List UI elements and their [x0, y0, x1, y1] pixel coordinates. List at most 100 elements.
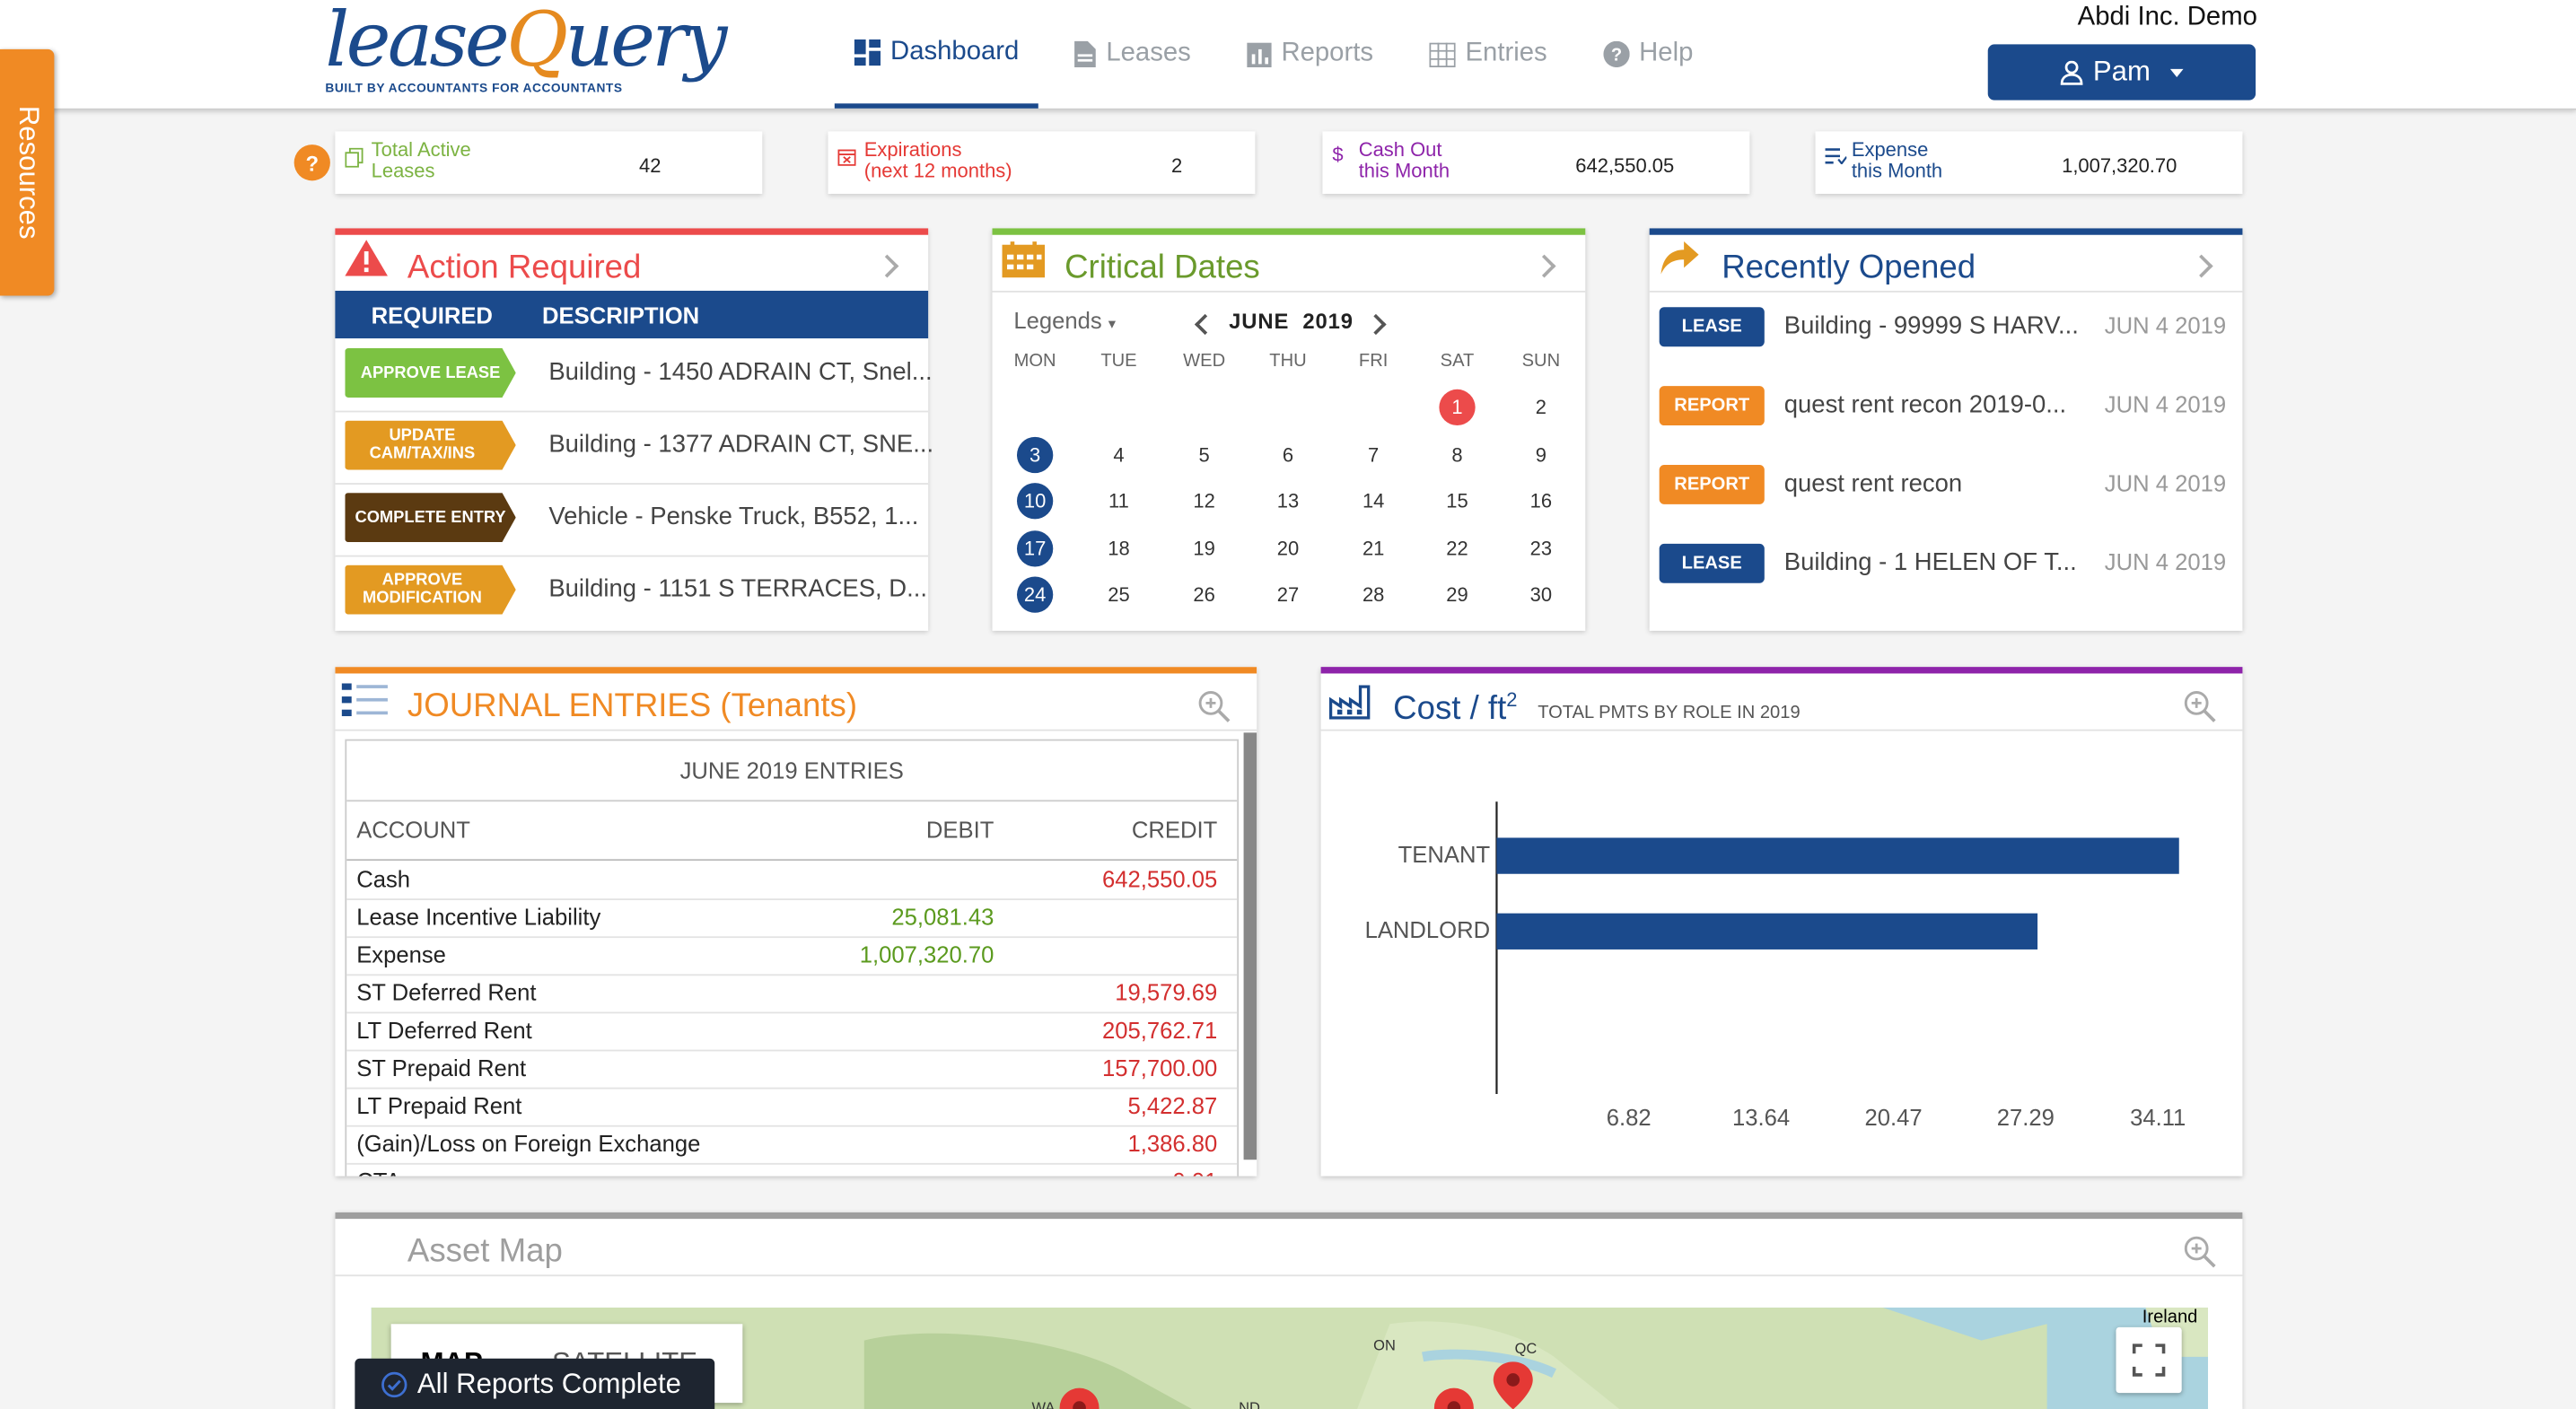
calendar-day[interactable]: 26 [1193, 583, 1215, 608]
nav-entries-label: Entries [1465, 39, 1547, 68]
calendar-day[interactable]: 3 [1016, 436, 1054, 473]
calendar-day[interactable]: 21 [1362, 537, 1385, 560]
chevron-right-icon[interactable] [1532, 254, 1556, 278]
list-filter-icon [1825, 148, 1847, 165]
map-marker-icon[interactable] [1433, 1387, 1476, 1409]
logo-wordmark: leaseQuery [325, 0, 727, 84]
calendar-day[interactable]: 10 [1016, 483, 1054, 520]
stat-expense[interactable]: Expense this Month 1,007,320.70 [1815, 131, 2243, 194]
weekday-label: SAT [1440, 351, 1475, 372]
panel-header[interactable]: Recently Opened [1649, 235, 2243, 293]
nav-entries[interactable]: Entries [1409, 0, 1566, 109]
resources-tab[interactable]: Resources [0, 48, 55, 296]
calendar-day[interactable]: 7 [1368, 442, 1380, 467]
calendar-day[interactable]: 19 [1193, 537, 1215, 560]
recent-description: quest rent recon [1783, 469, 1963, 498]
action-row[interactable]: APPROVE MODIFICATION Building - 1151 S T… [335, 556, 928, 628]
weekday-label: SUN [1521, 351, 1561, 372]
account-cell: LT Prepaid Rent [356, 1092, 522, 1119]
reports-complete-toast[interactable]: All Reports Complete [355, 1358, 715, 1409]
account-cell: CTA [356, 1168, 400, 1176]
nav-help-label: Help [1639, 39, 1694, 68]
recent-date: JUN 4 2019 [2104, 390, 2227, 417]
panel-accent-bar [1320, 667, 2243, 674]
calendar-day[interactable]: 1 [1439, 389, 1476, 426]
zoom-in-icon[interactable] [2184, 1235, 2217, 1268]
calendar-day[interactable]: 14 [1362, 489, 1385, 513]
calendar-day[interactable]: 20 [1276, 537, 1300, 560]
calendar-day[interactable]: 23 [1529, 537, 1553, 560]
action-row[interactable]: COMPLETE ENTRY Vehicle - Penske Truck, B… [335, 483, 929, 557]
nav-dashboard[interactable]: Dashboard [834, 0, 1039, 109]
svg-text:?: ? [1610, 46, 1621, 66]
stat-label: Total Active Leases [371, 137, 471, 183]
scrollbar[interactable] [1243, 732, 1257, 1160]
bar-chart-icon [1247, 41, 1272, 67]
legends-dropdown[interactable]: Legends ▾ [1013, 307, 1117, 334]
recent-type-badge: REPORT [1659, 464, 1765, 504]
leasequery-logo[interactable]: leaseQuery BUILT BY ACCOUNTANTS FOR ACCO… [325, 0, 727, 95]
fullscreen-button[interactable] [2116, 1326, 2182, 1394]
calendar-day[interactable]: 5 [1198, 442, 1210, 467]
calendar-day[interactable]: 22 [1446, 537, 1468, 560]
recent-item[interactable]: REPORT quest rent recon JUN 4 2019 [1650, 449, 2243, 528]
action-tag: COMPLETE ENTRY [345, 493, 516, 543]
calendar-day[interactable]: 24 [1016, 577, 1054, 614]
recent-item[interactable]: LEASE Building - 99999 S HARV... JUN 4 2… [1650, 291, 2243, 370]
chart-subtitle: TOTAL PMTS BY ROLE IN 2019 [1538, 703, 1801, 723]
stat-value: 2 [1171, 154, 1183, 178]
calendar-day[interactable]: 11 [1108, 489, 1129, 513]
next-month-arrow-icon[interactable] [1365, 313, 1387, 336]
map-marker-icon[interactable] [1492, 1361, 1535, 1409]
credit-cell: 205,762.71 [1102, 1016, 1218, 1044]
recent-item[interactable]: LEASE Building - 1 HELEN OF T... JUN 4 2… [1650, 528, 2243, 607]
calendar-day[interactable]: 27 [1276, 583, 1300, 608]
top-header: leaseQuery BUILT BY ACCOUNTANTS FOR ACCO… [0, 0, 2576, 110]
journal-row: Cash 642,550.05 [346, 861, 1238, 901]
calendar-day[interactable]: 9 [1535, 442, 1546, 467]
calendar-day[interactable]: 28 [1362, 583, 1385, 608]
account-cell: LT Deferred Rent [356, 1016, 532, 1044]
calendar-day[interactable]: 17 [1016, 529, 1054, 567]
action-description: Building - 1151 S TERRACES, D... [548, 574, 928, 603]
calendar-day[interactable]: 13 [1276, 489, 1300, 513]
map-land [371, 1307, 2208, 1409]
calendar-day[interactable]: 30 [1529, 583, 1553, 608]
panel-header[interactable]: Critical Dates [992, 235, 1586, 293]
prev-month-arrow-icon[interactable] [1194, 313, 1216, 336]
bar-tenant[interactable] [1496, 837, 2179, 874]
chevron-right-icon[interactable] [875, 254, 899, 278]
zoom-in-icon[interactable] [2184, 690, 2217, 723]
calendar-day[interactable]: 15 [1446, 489, 1468, 513]
stat-value: 1,007,320.70 [2062, 154, 2177, 178]
calendar-day[interactable]: 25 [1108, 583, 1130, 608]
calendar-day[interactable]: 8 [1451, 442, 1463, 467]
nav-reports[interactable]: Reports [1227, 0, 1393, 109]
stat-cash-out[interactable]: $ Cash Out this Month 642,550.05 [1322, 131, 1750, 194]
action-row[interactable]: APPROVE LEASE Building - 1450 ADRAIN CT,… [335, 338, 933, 413]
calendar-day[interactable]: 2 [1535, 396, 1546, 419]
chevron-right-icon[interactable] [2189, 254, 2213, 278]
action-row[interactable]: UPDATE CAM/TAX/INS Building - 1377 ADRAI… [335, 411, 933, 485]
map-label-qc: QC [1514, 1340, 1538, 1357]
user-menu-button[interactable]: Pam [1987, 44, 2256, 101]
stat-total-active-leases[interactable]: Total Active Leases 42 [335, 131, 763, 194]
map-marker-icon[interactable] [1058, 1387, 1101, 1409]
calendar-day[interactable]: 4 [1113, 442, 1125, 467]
nav-leases[interactable]: Leases [1056, 0, 1211, 109]
panel-header[interactable]: Action Required [335, 235, 929, 293]
zoom-in-icon[interactable] [1197, 690, 1231, 723]
help-circle-icon[interactable]: ? [294, 144, 330, 181]
dashboard-icon [854, 39, 881, 66]
calendar-day[interactable]: 18 [1108, 537, 1130, 560]
stat-expirations[interactable]: Expirations (next 12 months) 2 [828, 131, 1256, 194]
toast-message: All Reports Complete [416, 1367, 681, 1399]
nav-help[interactable]: ? Help [1583, 0, 1713, 109]
recent-item[interactable]: REPORT quest rent recon 2019-0... JUN 4 … [1650, 370, 2243, 449]
calendar-day[interactable]: 16 [1529, 489, 1553, 513]
recent-description: Building - 1 HELEN OF T... [1783, 548, 2077, 577]
bar-landlord[interactable] [1496, 913, 2038, 950]
calendar-day[interactable]: 6 [1282, 442, 1294, 467]
calendar-day[interactable]: 12 [1193, 489, 1215, 513]
calendar-day[interactable]: 29 [1446, 583, 1468, 608]
